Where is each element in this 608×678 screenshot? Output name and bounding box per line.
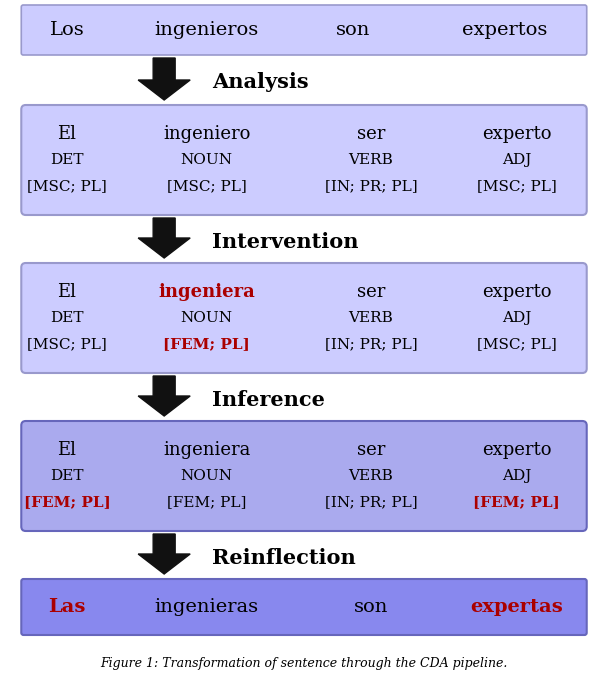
Text: El: El bbox=[57, 125, 77, 143]
Text: DET: DET bbox=[50, 153, 84, 167]
Text: ingenieras: ingenieras bbox=[154, 598, 259, 616]
Text: [FEM; PL]: [FEM; PL] bbox=[167, 495, 246, 509]
Text: ADJ: ADJ bbox=[502, 153, 531, 167]
FancyBboxPatch shape bbox=[21, 5, 587, 55]
Polygon shape bbox=[138, 534, 190, 574]
Text: Inference: Inference bbox=[212, 390, 325, 410]
Text: ser: ser bbox=[357, 125, 385, 143]
Text: VERB: VERB bbox=[348, 469, 393, 483]
Text: Los: Los bbox=[49, 21, 85, 39]
Text: [IN; PR; PL]: [IN; PR; PL] bbox=[325, 337, 417, 351]
FancyBboxPatch shape bbox=[21, 105, 587, 215]
Text: [FEM; PL]: [FEM; PL] bbox=[164, 337, 250, 351]
Text: expertos: expertos bbox=[462, 21, 547, 39]
Text: [MSC; PL]: [MSC; PL] bbox=[477, 179, 557, 193]
Text: [IN; PR; PL]: [IN; PR; PL] bbox=[325, 179, 417, 193]
Text: ingeniera: ingeniera bbox=[163, 441, 250, 459]
Text: [FEM; PL]: [FEM; PL] bbox=[24, 495, 110, 509]
FancyBboxPatch shape bbox=[21, 579, 587, 635]
Text: ser: ser bbox=[357, 283, 385, 301]
Text: ingeniero: ingeniero bbox=[163, 125, 250, 143]
Text: Las: Las bbox=[48, 598, 86, 616]
Text: [FEM; PL]: [FEM; PL] bbox=[474, 495, 560, 509]
Polygon shape bbox=[138, 218, 190, 258]
Text: [MSC; PL]: [MSC; PL] bbox=[477, 337, 557, 351]
Text: son: son bbox=[354, 598, 388, 616]
Polygon shape bbox=[138, 376, 190, 416]
Text: NOUN: NOUN bbox=[181, 311, 233, 325]
Text: experto: experto bbox=[482, 441, 551, 459]
Polygon shape bbox=[138, 58, 190, 100]
Text: VERB: VERB bbox=[348, 153, 393, 167]
FancyBboxPatch shape bbox=[21, 421, 587, 531]
Text: NOUN: NOUN bbox=[181, 153, 233, 167]
Text: ingeniera: ingeniera bbox=[158, 283, 255, 301]
Text: [MSC; PL]: [MSC; PL] bbox=[27, 337, 107, 351]
Text: DET: DET bbox=[50, 311, 84, 325]
Text: expertas: expertas bbox=[471, 598, 563, 616]
Text: Reinflection: Reinflection bbox=[212, 548, 356, 568]
Text: NOUN: NOUN bbox=[181, 469, 233, 483]
Text: ser: ser bbox=[357, 441, 385, 459]
Text: VERB: VERB bbox=[348, 311, 393, 325]
FancyBboxPatch shape bbox=[21, 263, 587, 373]
Text: ADJ: ADJ bbox=[502, 311, 531, 325]
Text: [MSC; PL]: [MSC; PL] bbox=[167, 179, 247, 193]
Text: ingenieros: ingenieros bbox=[154, 21, 259, 39]
Text: El: El bbox=[57, 441, 77, 459]
Text: [IN; PR; PL]: [IN; PR; PL] bbox=[325, 495, 417, 509]
Text: experto: experto bbox=[482, 125, 551, 143]
Text: Analysis: Analysis bbox=[212, 72, 309, 92]
Text: ADJ: ADJ bbox=[502, 469, 531, 483]
Text: DET: DET bbox=[50, 469, 84, 483]
Text: [MSC; PL]: [MSC; PL] bbox=[27, 179, 107, 193]
Text: El: El bbox=[57, 283, 77, 301]
Text: experto: experto bbox=[482, 283, 551, 301]
Text: son: son bbox=[336, 21, 370, 39]
Text: Figure 1: Transformation of sentence through the CDA pipeline.: Figure 1: Transformation of sentence thr… bbox=[100, 657, 508, 670]
Text: Intervention: Intervention bbox=[212, 232, 359, 252]
